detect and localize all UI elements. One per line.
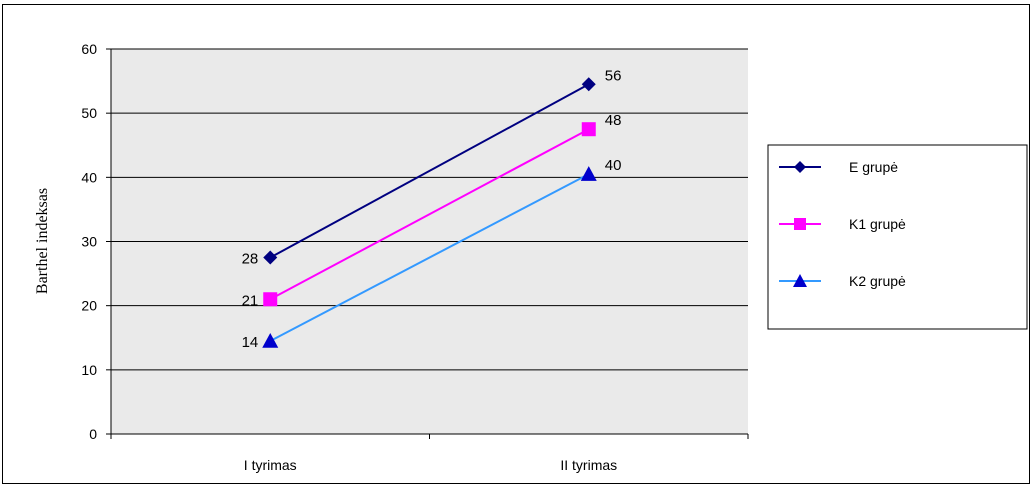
diamond-marker [794,161,806,173]
gridlines [111,48,748,371]
y-tick-label: 50 [81,105,97,121]
data-label: 40 [605,157,622,174]
y-tick-label: 60 [81,41,97,57]
data-label: 14 [242,334,259,351]
square-marker [581,122,596,137]
legend-box [767,144,1028,330]
y-tick-label: 0 [89,426,97,442]
y-tick-labels: 0 10 20 30 40 50 60 [81,41,97,442]
data-label: 56 [605,67,622,84]
triangle-marker [793,274,807,287]
series-K1 grupė: 21 48 [242,112,622,309]
diamond-marker [263,250,278,265]
chart-frame: 0 10 20 30 40 50 60 I tyrimas II tyrimas Barthe… [2,4,1030,484]
y-tick-label: 20 [81,298,97,314]
y-axis-label: Barthel indeksas [34,188,51,294]
legend-label: E grupė [849,159,898,175]
line-chart: 0 10 20 30 40 50 60 I tyrimas II tyrimas Barthe… [34,41,1028,473]
series-line [269,173,590,342]
series-line [269,83,590,259]
x-tick-labels: I tyrimas II tyrimas [244,457,617,473]
x-tick-label: II tyrimas [560,457,617,473]
triangle-marker [262,332,279,348]
y-tick-label: 40 [81,169,97,185]
square-marker [794,218,806,230]
y-tick-label: 10 [81,362,97,378]
triangle-marker [580,166,597,181]
axes [106,48,749,439]
legend: E grupė K1 grupė K2 grupė [767,144,1028,330]
square-marker [263,292,278,307]
series-group: 28 56 21 48 14 40 [242,67,622,351]
x-tick-label: I tyrimas [244,457,297,473]
series-K2 grupė: 14 40 [242,157,622,351]
data-label: 21 [242,292,259,309]
diamond-marker [581,77,596,92]
y-tick-label: 30 [81,234,97,250]
data-label: 48 [605,112,622,129]
legend-label: K1 grupė [849,216,906,232]
series-line [269,128,590,301]
data-label: 28 [242,251,259,268]
legend-label: K2 grupė [849,273,906,289]
series-E grupė: 28 56 [242,67,622,267]
